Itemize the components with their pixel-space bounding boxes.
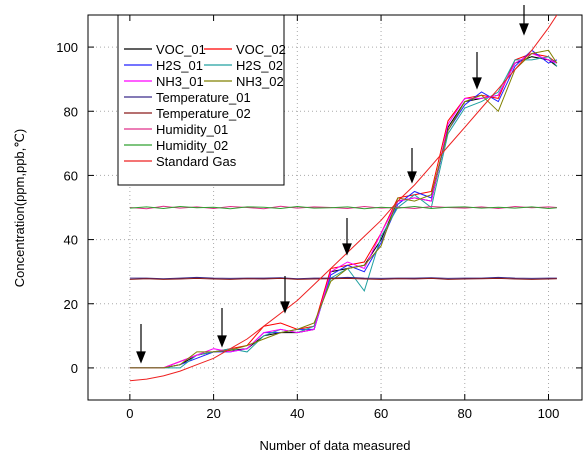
series-lines xyxy=(129,15,558,382)
legend-label: NH3_02 xyxy=(236,74,284,89)
legend-label: H2S_01 xyxy=(156,58,203,73)
legend-box xyxy=(117,14,285,186)
x-tick-label: 20 xyxy=(206,406,220,421)
legend-label: Temperature_02 xyxy=(156,106,251,121)
series-line xyxy=(129,276,557,280)
legend-label: Humidity_02 xyxy=(156,138,228,153)
y-tick-label: 20 xyxy=(64,297,78,312)
series-line xyxy=(129,49,558,369)
legend-label: Humidity_01 xyxy=(156,122,228,137)
y-axis-label: Concentration(ppm,ppb,℃) xyxy=(12,129,27,287)
y-tick-label: 40 xyxy=(64,233,78,248)
legend-label: VOC_02 xyxy=(236,42,286,57)
x-tick-label: 0 xyxy=(126,406,133,421)
y-tick-label: 100 xyxy=(56,40,78,55)
series-line xyxy=(129,277,557,280)
y-tick-label: 0 xyxy=(71,361,78,376)
x-tick-label: 80 xyxy=(458,406,472,421)
y-tick-label: 80 xyxy=(64,104,78,119)
legend-label: Temperature_01 xyxy=(156,90,251,105)
series-line xyxy=(129,49,558,369)
x-tick-label: 60 xyxy=(374,406,388,421)
y-tick-label: 60 xyxy=(64,168,78,183)
legend-label: NH3_01 xyxy=(156,74,204,89)
series-line xyxy=(129,52,558,369)
legend-label: H2S_02 xyxy=(236,58,283,73)
arrows xyxy=(136,5,529,364)
x-axis-label: Number of data measured xyxy=(259,438,410,453)
plot-frame xyxy=(87,14,583,401)
legend-label: VOC_01 xyxy=(156,42,206,57)
x-tick-label: 100 xyxy=(538,406,560,421)
legend-label: Standard Gas xyxy=(156,154,237,169)
series-line xyxy=(129,205,557,210)
x-tick-label: 40 xyxy=(290,406,304,421)
